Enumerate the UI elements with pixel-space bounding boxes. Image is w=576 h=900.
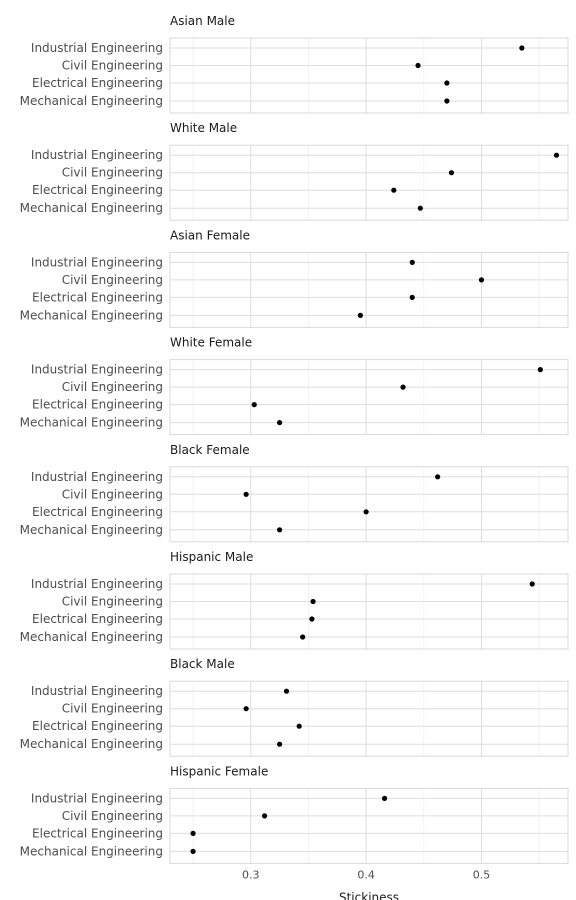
- data-point: [444, 80, 450, 86]
- panel-border: [169, 359, 569, 436]
- facet-title: Hispanic Male: [170, 550, 253, 564]
- category-label: Mechanical Engineering: [20, 737, 163, 751]
- data-point: [391, 187, 397, 193]
- data-point: [357, 312, 363, 318]
- facet-title: Black Female: [170, 443, 250, 457]
- x-tick-label: 0.4: [357, 868, 375, 881]
- facet-title: White Male: [170, 121, 237, 135]
- panel-border: [169, 787, 569, 864]
- panel-border: [169, 466, 569, 543]
- category-label: Mechanical Engineering: [20, 844, 163, 858]
- panel-border: [169, 37, 569, 114]
- data-point: [190, 830, 196, 837]
- category-label: Mechanical Engineering: [20, 94, 163, 108]
- data-point: [300, 634, 306, 640]
- category-label: Civil Engineering: [62, 809, 163, 823]
- category-label: Mechanical Engineering: [20, 308, 163, 322]
- facet-title: Asian Female: [170, 228, 250, 242]
- data-point: [553, 152, 560, 158]
- data-point: [519, 45, 525, 51]
- category-label: Industrial Engineering: [31, 41, 163, 55]
- category-label: Mechanical Engineering: [20, 416, 163, 430]
- data-point: [448, 170, 455, 176]
- data-point: [276, 741, 283, 747]
- category-label: Electrical Engineering: [32, 612, 163, 626]
- panel-border: [169, 680, 569, 757]
- data-point: [243, 706, 249, 712]
- data-point: [409, 294, 415, 300]
- data-point: [283, 688, 290, 694]
- category-label: Civil Engineering: [62, 702, 163, 716]
- category-label: Industrial Engineering: [31, 470, 163, 484]
- category-label: Electrical Engineering: [32, 826, 163, 840]
- data-point: [261, 813, 268, 819]
- category-label: Mechanical Engineering: [20, 523, 163, 537]
- category-label: Electrical Engineering: [32, 719, 163, 733]
- data-point: [296, 723, 302, 729]
- data-point: [276, 527, 283, 533]
- x-axis-title: Stickiness: [339, 890, 399, 900]
- data-point: [276, 420, 283, 426]
- data-point: [537, 367, 543, 373]
- category-label: Industrial Engineering: [31, 148, 163, 162]
- data-point: [415, 62, 421, 69]
- category-label: Mechanical Engineering: [20, 201, 163, 215]
- data-point: [478, 277, 485, 283]
- data-point: [309, 616, 315, 622]
- category-label: Mechanical Engineering: [20, 630, 163, 644]
- data-point: [381, 795, 388, 802]
- facet-title: Asian Male: [170, 14, 235, 28]
- category-label: Electrical Engineering: [32, 76, 163, 90]
- category-label: Civil Engineering: [62, 273, 163, 287]
- x-tick-label: 0.5: [473, 868, 491, 881]
- category-label: Industrial Engineering: [31, 363, 163, 377]
- category-label: Civil Engineering: [62, 380, 163, 394]
- facet-title: Black Male: [170, 657, 235, 671]
- facet-title: Hispanic Female: [170, 764, 268, 778]
- facet-title: White Female: [170, 336, 252, 350]
- panel-border: [169, 251, 569, 328]
- data-point: [363, 509, 369, 515]
- data-point: [444, 98, 450, 104]
- data-point: [409, 259, 415, 265]
- data-point: [310, 598, 316, 605]
- category-label: Electrical Engineering: [32, 290, 163, 304]
- data-point: [417, 205, 423, 211]
- category-label: Electrical Engineering: [32, 183, 163, 197]
- category-label: Electrical Engineering: [32, 505, 163, 519]
- category-label: Civil Engineering: [62, 487, 163, 501]
- data-point: [529, 581, 535, 587]
- category-label: Industrial Engineering: [31, 577, 163, 591]
- category-label: Civil Engineering: [62, 595, 163, 609]
- data-point: [400, 384, 406, 390]
- data-point: [251, 402, 257, 408]
- x-tick-label: 0.3: [242, 868, 260, 881]
- category-label: Industrial Engineering: [31, 791, 163, 805]
- panel-border: [169, 573, 569, 650]
- data-point: [190, 848, 196, 855]
- data-point: [243, 491, 249, 497]
- panel-border: [169, 144, 569, 221]
- category-label: Industrial Engineering: [31, 255, 163, 269]
- category-label: Civil Engineering: [62, 166, 163, 180]
- category-label: Industrial Engineering: [31, 684, 163, 698]
- data-point: [435, 474, 441, 480]
- category-label: Electrical Engineering: [32, 398, 163, 412]
- category-label: Civil Engineering: [62, 59, 163, 73]
